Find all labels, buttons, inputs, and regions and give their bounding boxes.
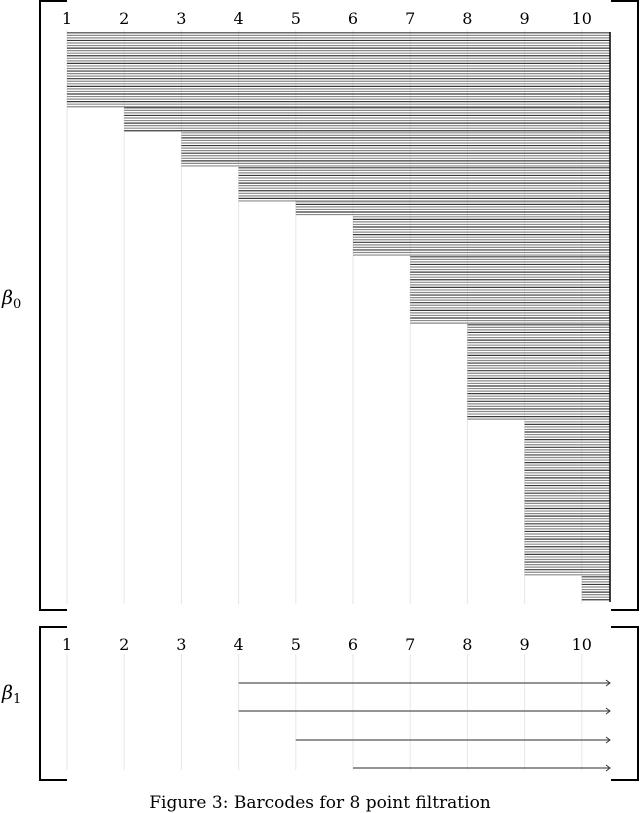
beta1-x-ticks: 1 2 3 4 5 6 7 8 9 10 — [62, 635, 592, 654]
x-tick-label: 9 — [520, 635, 530, 654]
x-tick-label: 7 — [405, 9, 415, 28]
beta1-panel-bracket — [39, 626, 639, 781]
x-tick-label: 9 — [520, 9, 530, 28]
arrow-head-icon — [605, 736, 611, 744]
arrow-head-icon — [605, 679, 611, 687]
x-tick-label: 7 — [405, 635, 415, 654]
x-tick-label: 5 — [291, 635, 301, 654]
x-tick-label: 4 — [234, 635, 244, 654]
x-tick-label: 8 — [462, 9, 472, 28]
x-tick-label: 10 — [572, 9, 592, 28]
beta1-bars — [238, 679, 611, 772]
x-tick-label: 3 — [176, 9, 186, 28]
x-tick-label: 6 — [348, 635, 358, 654]
beta0-panel-bracket — [39, 0, 639, 611]
x-tick-label: 8 — [462, 635, 472, 654]
beta1-label: β1 — [1, 682, 21, 707]
x-tick-label: 1 — [62, 9, 72, 28]
beta1-grid — [66, 654, 583, 770]
arrow-head-icon — [605, 764, 611, 772]
arrow-head-icon — [605, 707, 611, 715]
x-tick-label: 4 — [234, 9, 244, 28]
beta0-label: β0 — [1, 287, 21, 312]
beta0-grid — [66, 30, 583, 604]
x-tick-label: 3 — [176, 635, 186, 654]
beta0-bars — [67, 32, 610, 601]
x-tick-label: 5 — [291, 9, 301, 28]
x-tick-label: 6 — [348, 9, 358, 28]
x-tick-label: 2 — [119, 635, 129, 654]
beta0-x-ticks: 1 2 3 4 5 6 7 8 9 10 — [62, 9, 592, 28]
figure-caption: Figure 3: Barcodes for 8 point filtratio… — [149, 793, 491, 813]
x-tick-label: 2 — [119, 9, 129, 28]
x-tick-label: 10 — [572, 635, 592, 654]
x-tick-label: 1 — [62, 635, 72, 654]
